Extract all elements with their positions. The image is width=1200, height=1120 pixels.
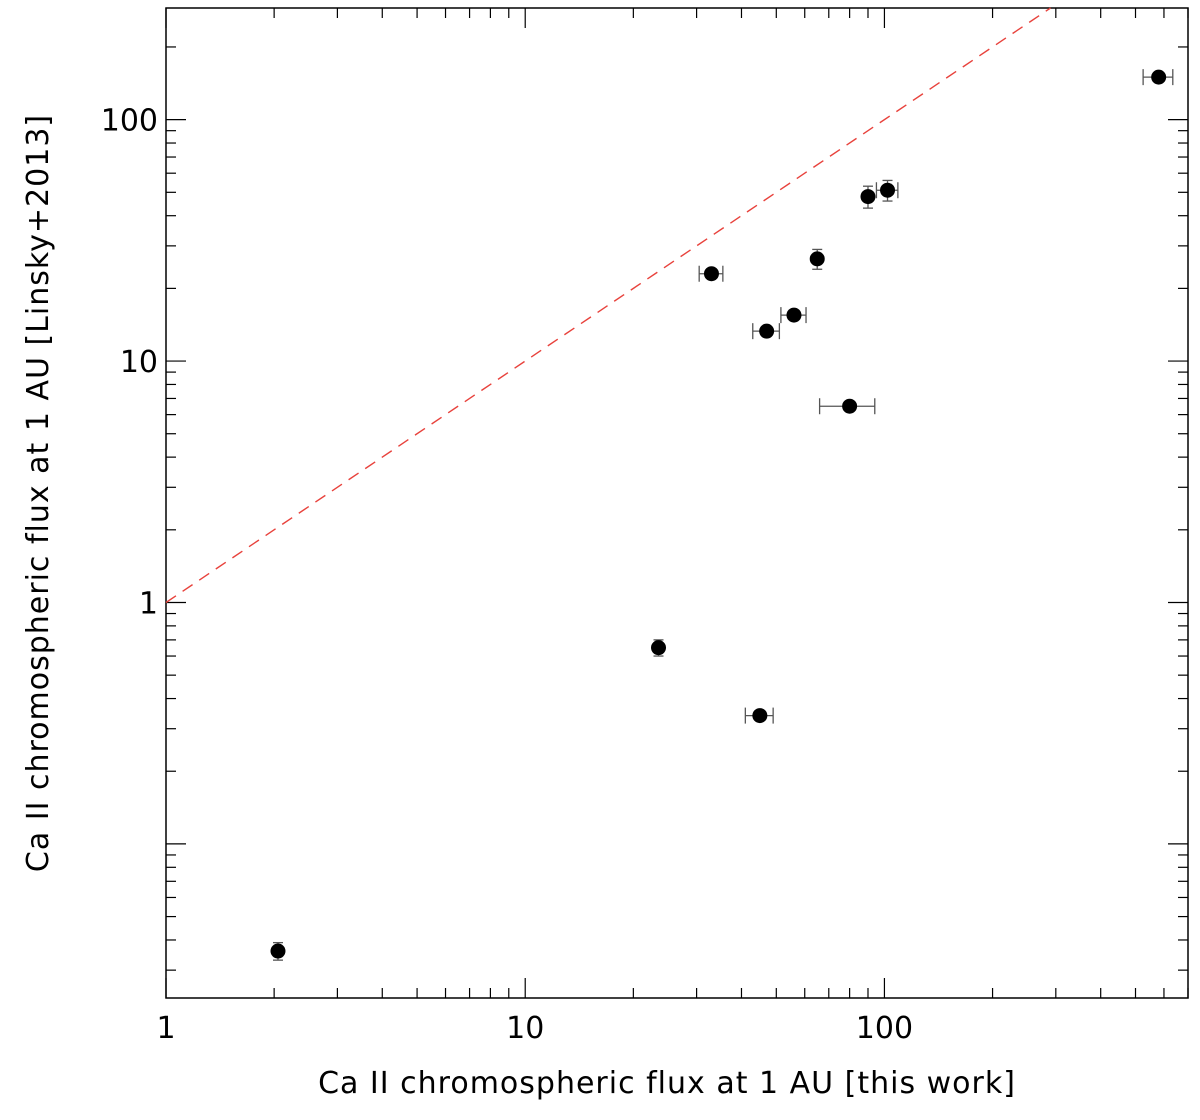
- point-marker: [270, 943, 286, 959]
- tick-labels: 1 10 100 1 10 100: [101, 104, 913, 1046]
- point-marker: [759, 323, 775, 339]
- data-points: [270, 69, 1174, 961]
- point-marker: [703, 266, 719, 282]
- one-to-one-reference-line: [165, 7, 1051, 604]
- point-marker: [786, 307, 802, 323]
- data-point: [698, 265, 724, 282]
- y-tick-label: 10: [120, 345, 158, 380]
- data-point: [780, 307, 807, 324]
- point-marker: [651, 640, 667, 656]
- y-tick-label: 100: [101, 104, 158, 139]
- y-tick-label: 1: [139, 586, 158, 621]
- data-point: [860, 185, 876, 209]
- data-point: [818, 398, 876, 415]
- point-marker: [809, 251, 825, 267]
- point-marker: [752, 708, 768, 724]
- x-tick-label: 100: [856, 1011, 913, 1046]
- x-tick-label: 10: [506, 1011, 544, 1046]
- x-axis-title: Ca II chromospheric flux at 1 AU [this w…: [318, 1066, 1016, 1101]
- data-point: [1142, 69, 1174, 86]
- data-point: [875, 179, 899, 202]
- data-point: [270, 941, 286, 961]
- data-point: [809, 248, 825, 270]
- y-axis-title: Ca II chromospheric flux at 1 AU [Linsky…: [21, 114, 56, 872]
- point-marker: [860, 189, 876, 205]
- x-tick-label: 1: [156, 1011, 175, 1046]
- data-point: [651, 639, 667, 657]
- point-marker: [842, 398, 858, 414]
- axes-frame: [165, 7, 1189, 999]
- point-marker: [1151, 69, 1167, 85]
- point-marker: [880, 182, 896, 198]
- plot-frame: [165, 7, 1189, 999]
- data-point: [744, 707, 774, 724]
- data-point: [752, 323, 781, 340]
- tick-marks: [165, 8, 1189, 998]
